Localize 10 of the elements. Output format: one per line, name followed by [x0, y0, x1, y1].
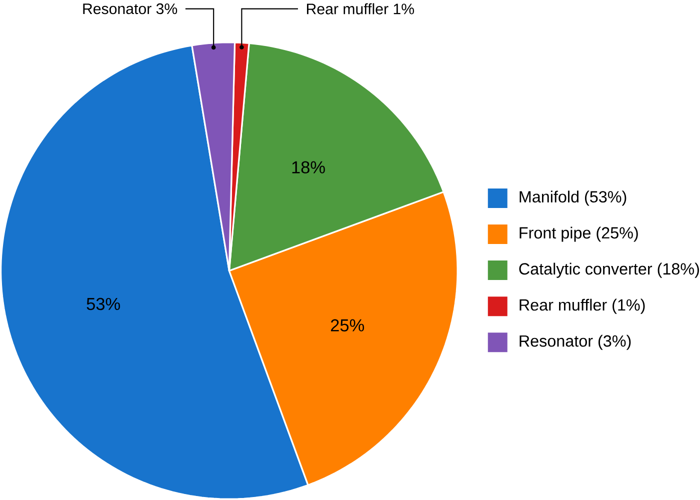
text: Resonator 3%: [83, 3, 178, 14]
text: Rear muffler 1%: [307, 3, 414, 14]
legend-label: Manifold (53%): [520, 190, 626, 206]
data-label: 18%: [292, 161, 325, 174]
legend-label: Rear muffler (1%): [520, 298, 645, 314]
data-label: 25%: [330, 319, 364, 332]
legend-label: Catalytic converter (18%): [519, 262, 699, 278]
legend-label: Front pipe (25%): [520, 226, 638, 242]
data-label: 53%: [86, 298, 120, 310]
legend-label: Resonator (3%): [520, 334, 631, 350]
